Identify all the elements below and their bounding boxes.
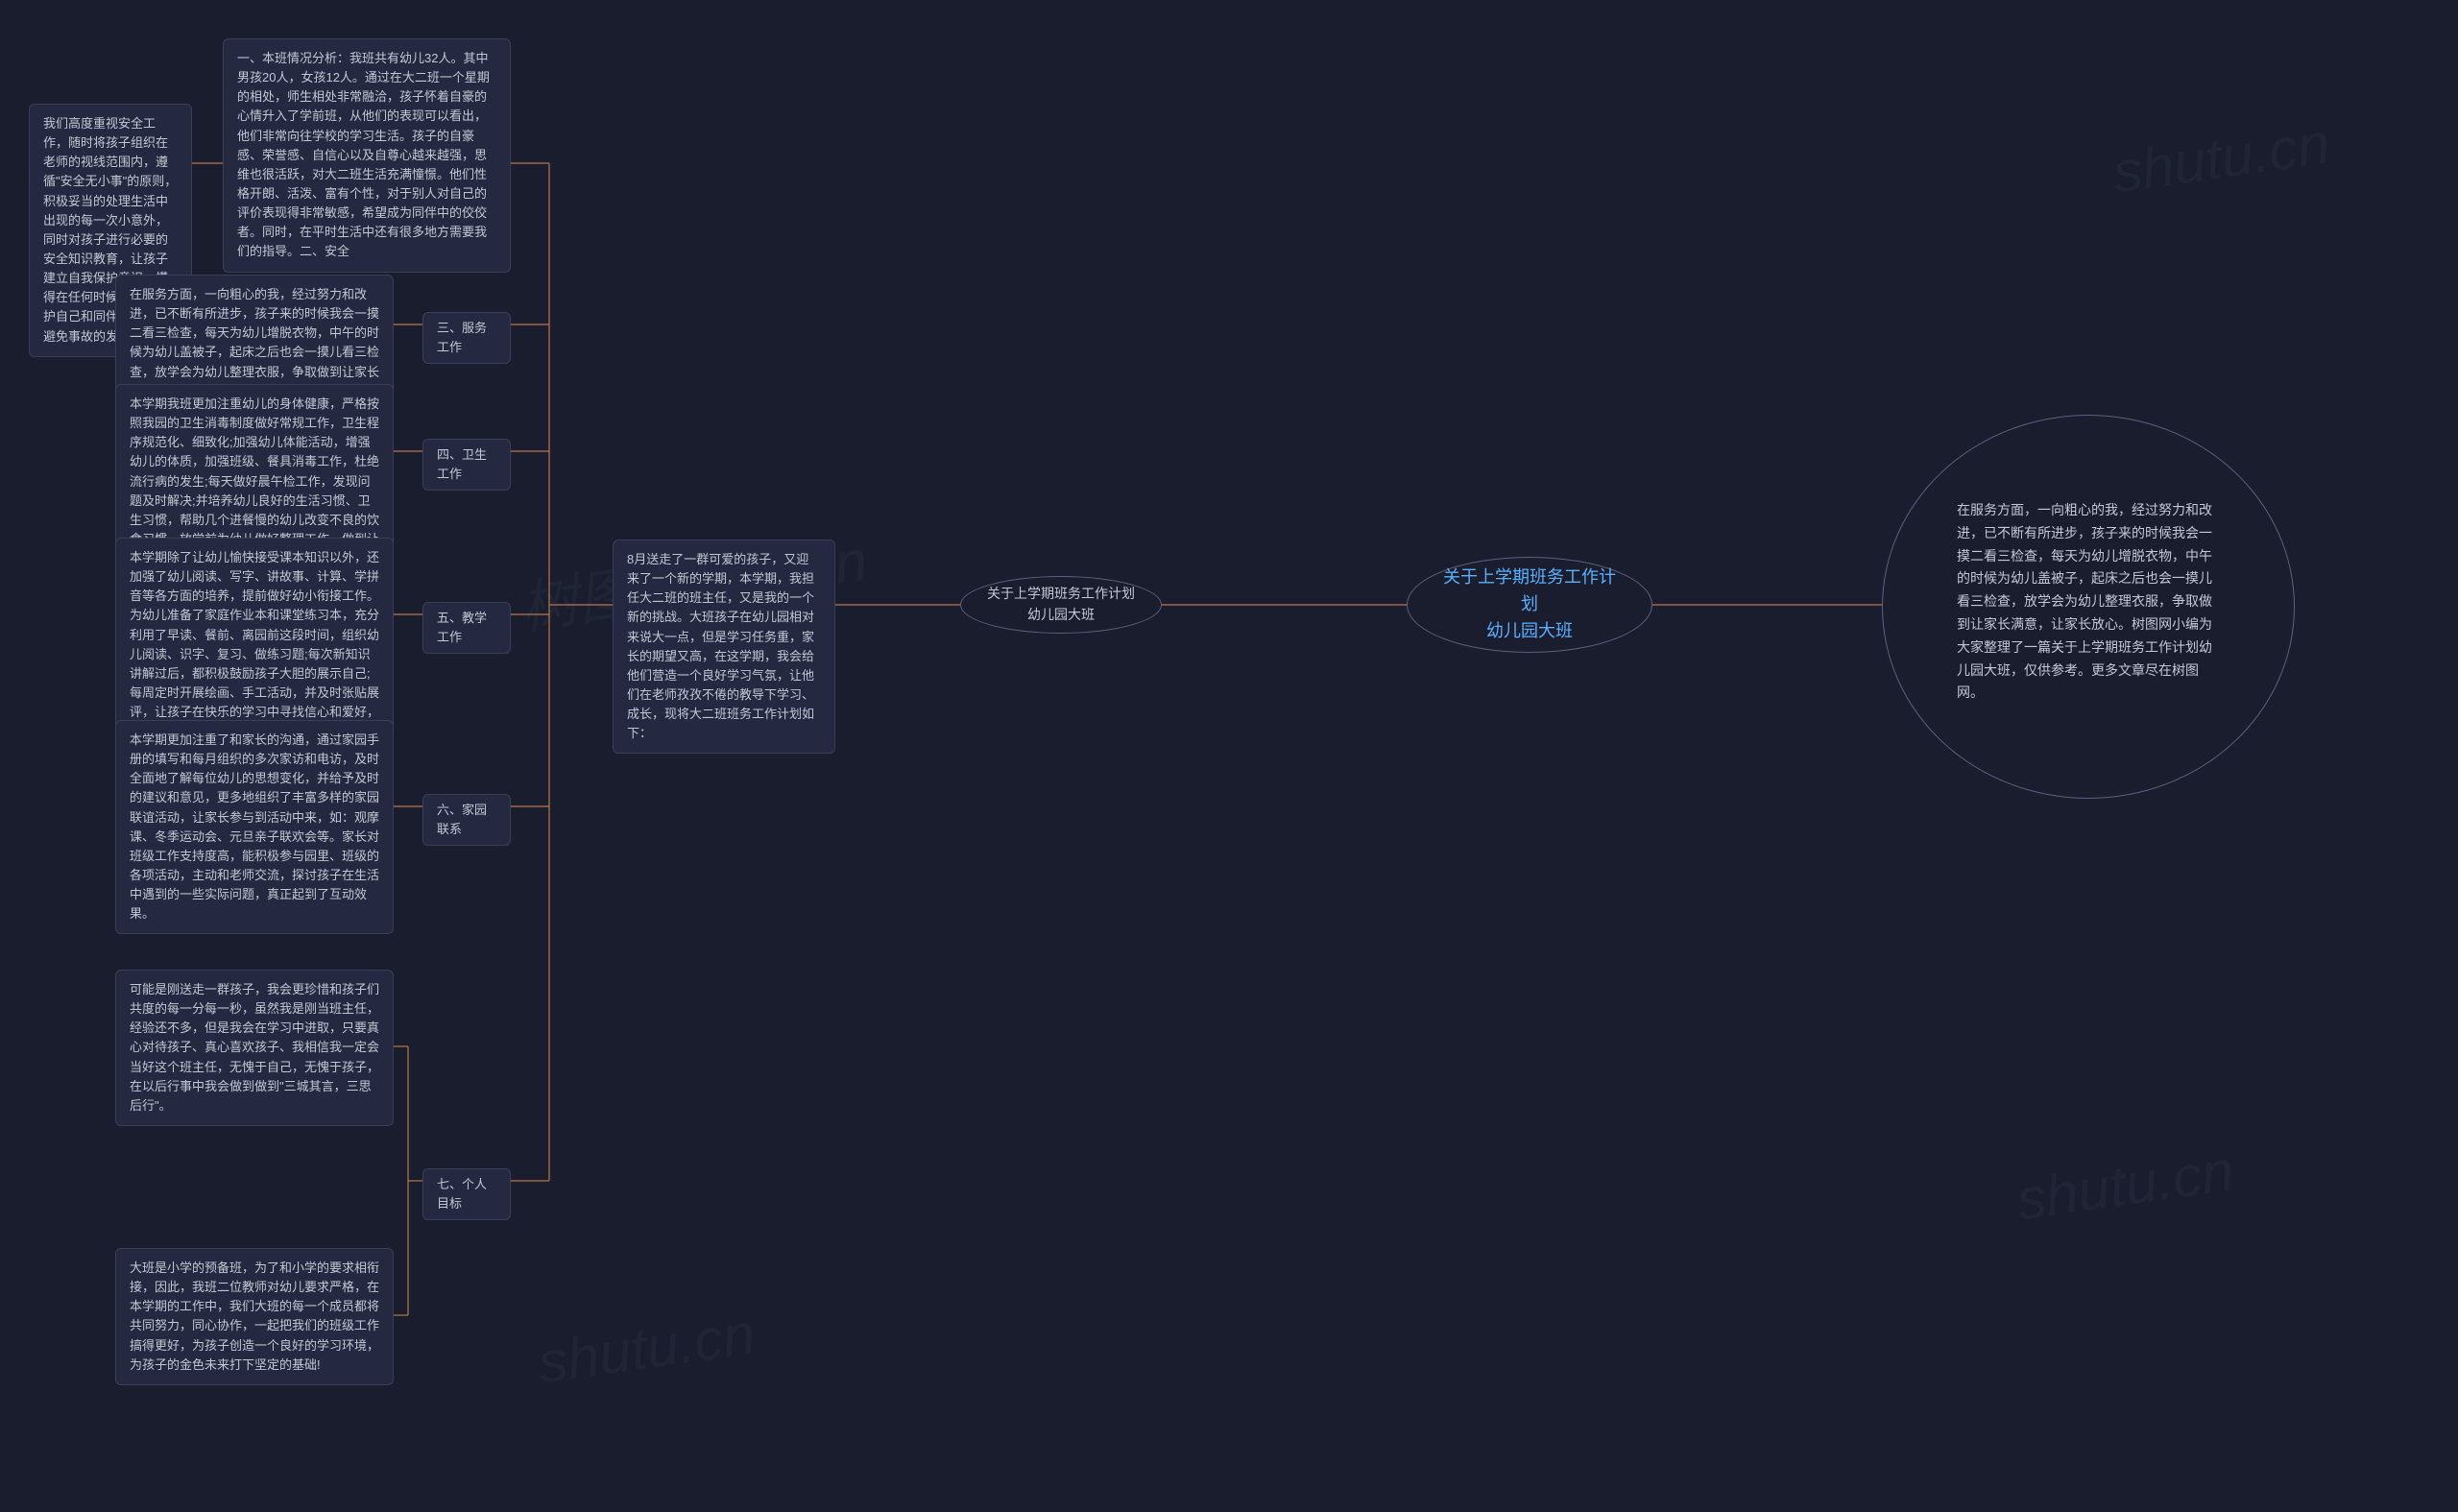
section-7-label: 七、个人目标 (437, 1177, 487, 1211)
leaf-family-text: 本学期更加注重了和家长的沟通，通过家园手册的填写和每月组织的多次家访和电访，及时… (130, 732, 379, 921)
section-3-label: 三、服务工作 (437, 321, 487, 354)
watermark: shutu.cn (534, 1301, 759, 1397)
leaf-family[interactable]: 本学期更加注重了和家长的沟通，通过家园手册的填写和每月组织的多次家访和电访，及时… (115, 720, 394, 934)
section-5-label: 五、教学工作 (437, 611, 487, 644)
section-6-label: 六、家园联系 (437, 803, 487, 836)
section-5[interactable]: 五、教学工作 (422, 602, 511, 654)
leaf-teaching-text: 本学期除了让幼儿愉快接受课本知识以外，还加强了幼儿阅读、写字、讲故事、计算、学拼… (130, 550, 379, 738)
leaf-personal-a-text: 可能是刚送走一群孩子，我会更珍惜和孩子们共度的每一分每一秒，虽然我是刚当班主任，… (130, 982, 379, 1113)
root-title: 关于上学期班务工作计划 幼儿园大班 (1440, 564, 1619, 645)
watermark: shutu.cn (2109, 110, 2333, 206)
leaf-service-text: 在服务方面，一向粗心的我，经过努力和改进，已不断有所进步，孩子来的时候我会一摸二… (130, 287, 379, 398)
leaf-personal-b-text: 大班是小学的预备班，为了和小学的要求相衔接，因此，我班二位教师对幼儿要求严格，在… (130, 1260, 379, 1372)
section-4-label: 四、卫生工作 (437, 447, 487, 481)
leaf-personal-b[interactable]: 大班是小学的预备班，为了和小学的要求相衔接，因此，我班二位教师对幼儿要求严格，在… (115, 1248, 394, 1385)
section-4[interactable]: 四、卫生工作 (422, 439, 511, 491)
leaf-personal-a[interactable]: 可能是刚送走一群孩子，我会更珍惜和孩子们共度的每一分每一秒，虽然我是刚当班主任，… (115, 970, 394, 1126)
section-1-block[interactable]: 一、本班情况分析：我班共有幼儿32人。其中男孩20人，女孩12人。通过在大二班一… (223, 38, 511, 273)
summary-node: 在服务方面，一向粗心的我，经过努力和改进，已不断有所进步，孩子来的时候我会一摸二… (1930, 480, 2247, 724)
watermark: shutu.cn (2012, 1138, 2237, 1234)
intro-node[interactable]: 8月送走了一群可爱的孩子，又迎来了一个新的学期，本学期，我担任大二班的班主任，又… (613, 540, 835, 754)
summary-text: 在服务方面，一向粗心的我，经过努力和改进，已不断有所进步，孩子来的时候我会一摸二… (1957, 502, 2212, 700)
section-1-text: 一、本班情况分析：我班共有幼儿32人。其中男孩20人，女孩12人。通过在大二班一… (237, 51, 490, 258)
root-node[interactable]: 关于上学期班务工作计划 幼儿园大班 (1407, 557, 1652, 653)
subroot-text: 关于上学期班务工作计划幼儿园大班 (986, 584, 1136, 625)
section-3[interactable]: 三、服务工作 (422, 312, 511, 364)
section-6[interactable]: 六、家园联系 (422, 794, 511, 846)
section-7[interactable]: 七、个人目标 (422, 1168, 511, 1220)
subroot-node[interactable]: 关于上学期班务工作计划幼儿园大班 (960, 576, 1162, 634)
intro-text: 8月送走了一群可爱的孩子，又迎来了一个新的学期，本学期，我担任大二班的班主任，又… (627, 552, 814, 740)
